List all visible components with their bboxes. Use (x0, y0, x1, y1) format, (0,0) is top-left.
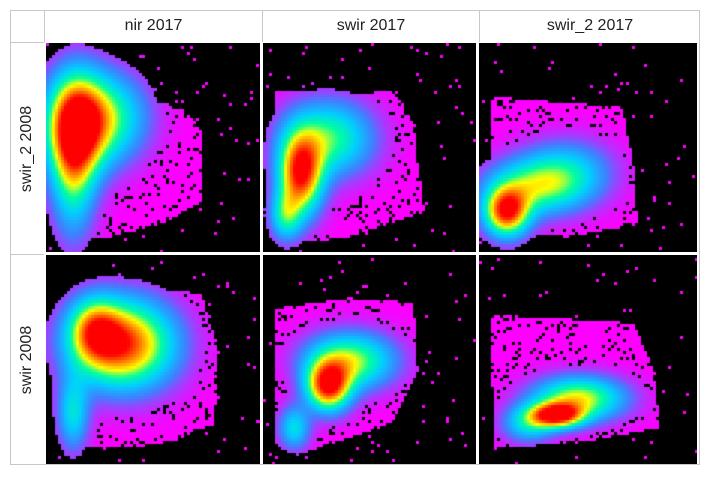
panel-swir-2008-vs-swir2-2017 (479, 255, 697, 464)
column-header-nir-2017: nir 2017 (44, 10, 262, 42)
density-plot (263, 255, 476, 464)
density-plot (479, 43, 697, 252)
panel-swir-2008-vs-nir-2017 (46, 255, 260, 464)
density-plot (46, 255, 260, 464)
row-header-swir-2008-label: swir 2008 (18, 325, 36, 395)
column-header-swir2-2017: swir_2 2017 (479, 10, 700, 42)
panel-swir2-2008-vs-nir-2017 (46, 43, 260, 252)
column-header-row: nir 2017 swir 2017 swir_2 2017 (10, 10, 700, 42)
density-plot (263, 43, 476, 252)
density-plot (46, 43, 260, 252)
panel-swir-2008-vs-swir-2017 (263, 255, 476, 464)
panel-swir2-2008-vs-swir-2017 (263, 43, 476, 252)
row-header-swir2-2008: swir_2 2008 (10, 42, 44, 254)
column-header-swir-2017: swir 2017 (262, 10, 479, 42)
panel-swir2-2008-vs-swir2-2017 (479, 43, 697, 252)
row-header-swir2-2008-label: swir_2 2008 (18, 105, 35, 192)
density-plot (479, 255, 697, 464)
row-header-swir-2008: swir 2008 (10, 254, 44, 465)
scatter-matrix (10, 10, 700, 465)
